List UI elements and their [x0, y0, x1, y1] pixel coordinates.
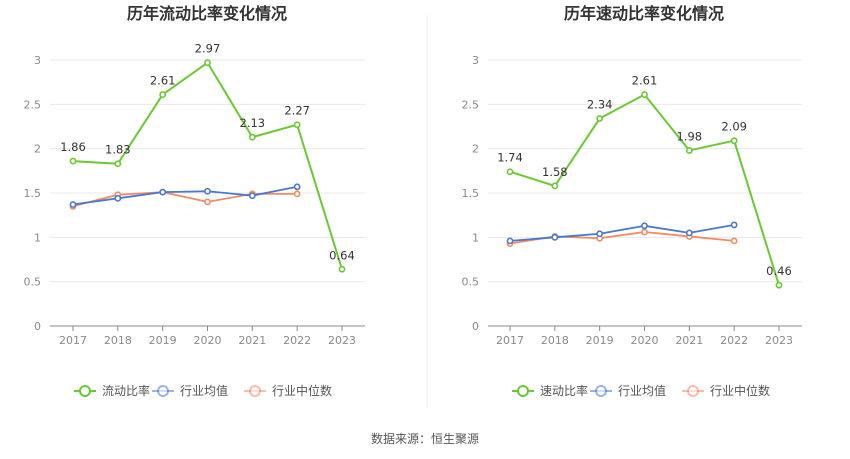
legend-label: 行业中位数 [272, 383, 332, 398]
data-point [159, 188, 167, 196]
y-tick-label: 3 [472, 54, 479, 67]
y-tick-label: 3 [34, 54, 41, 67]
x-tick-label: 2019 [149, 334, 177, 347]
y-tick-label: 2.5 [462, 98, 480, 111]
data-point [641, 222, 648, 230]
data-point [730, 221, 738, 229]
legend-label: 流动比率 [102, 383, 150, 398]
series-line-1 [509, 224, 735, 242]
data-point [730, 237, 738, 245]
legend-label: 行业均值 [618, 383, 666, 398]
legend-marker [595, 385, 607, 397]
data-point [69, 201, 77, 208]
data-label: 1.86 [60, 140, 86, 154]
data-label: 1.58 [542, 165, 568, 179]
data-label: 1.83 [105, 143, 131, 157]
data-point [338, 265, 346, 273]
y-tick-label: 1.5 [462, 187, 480, 200]
data-point [641, 91, 648, 98]
data-label: 2.97 [195, 42, 221, 56]
legend-marker [687, 385, 699, 397]
data-label: 0.64 [329, 248, 355, 262]
data-point [248, 133, 256, 141]
x-tick-label: 2019 [586, 334, 614, 347]
y-tick-label: 1.5 [24, 187, 42, 200]
data-point [775, 281, 783, 289]
legend-marker [249, 385, 261, 397]
data-label: 1.74 [497, 151, 523, 165]
data-label: 2.34 [587, 98, 613, 112]
y-tick-label: 2.5 [24, 98, 42, 111]
chart-title: 历年速动比率变化情况 [564, 4, 724, 23]
quick-ratio-chart: 历年速动比率变化情况 0 0.5 1 1.5 2 2.5 3 2017 2018 2019 2020 2… [462, 4, 802, 398]
legend-label: 速动比率 [540, 383, 588, 398]
y-tick-label: 0 [34, 320, 41, 333]
data-point [248, 192, 256, 200]
legend-label: 行业均值 [180, 383, 228, 398]
data-point [641, 228, 648, 236]
x-tick-label: 2021 [675, 334, 703, 347]
data-point [293, 183, 301, 191]
y-tick-label: 2 [472, 143, 479, 156]
data-label: 2.61 [632, 74, 658, 88]
x-tick-label: 2020 [193, 334, 221, 347]
x-tick-label: 2017 [59, 334, 87, 347]
x-tick-label: 2023 [328, 334, 356, 347]
data-point [551, 233, 559, 241]
x-tick-label: 2022 [720, 334, 748, 347]
data-label: 2.13 [240, 116, 266, 130]
data-point [204, 198, 211, 206]
data-label: 2.27 [284, 104, 310, 118]
x-tick-label: 2017 [496, 334, 524, 347]
data-label: 1.98 [677, 129, 703, 143]
legend-label: 行业中位数 [710, 383, 770, 398]
y-tick-label: 2 [34, 143, 41, 156]
data-point [114, 194, 122, 202]
data-point [551, 182, 559, 190]
data-point [596, 230, 604, 238]
data-point [204, 187, 211, 195]
y-tick-label: 0.5 [462, 276, 480, 289]
x-tick-label: 2018 [104, 334, 132, 347]
series-line-1 [72, 185, 298, 206]
x-tick-label: 2020 [630, 334, 658, 347]
legend-marker [517, 385, 529, 397]
y-tick-label: 0.5 [24, 276, 42, 289]
data-point [506, 168, 514, 176]
current-ratio-chart: 历年流动比率变化情况 0 0.5 1 1.5 2 2.5 3 2017 2018 2019 2020 2… [24, 4, 365, 398]
y-tick-label: 1 [34, 231, 41, 244]
y-tick-label: 1 [472, 231, 479, 244]
data-point [159, 91, 167, 98]
legend-marker [79, 385, 91, 397]
x-tick-label: 2023 [765, 334, 793, 347]
legend-marker [157, 385, 169, 397]
data-label: 0.46 [766, 264, 792, 278]
data-point [730, 137, 738, 145]
chart-title: 历年流动比率变化情况 [127, 4, 287, 23]
data-point [293, 121, 301, 129]
data-point [69, 157, 77, 165]
x-tick-label: 2018 [541, 334, 569, 347]
data-point [293, 190, 301, 198]
x-tick-label: 2021 [238, 334, 266, 347]
data-label: 2.61 [150, 74, 176, 88]
data-point [506, 237, 514, 245]
y-tick-label: 0 [472, 320, 479, 333]
data-point [685, 147, 693, 154]
data-label: 2.09 [721, 120, 747, 134]
series-line-0 [72, 61, 343, 270]
data-source: 数据来源：恒生聚源 [371, 431, 479, 446]
data-point [114, 160, 122, 168]
data-point [685, 229, 693, 237]
x-tick-label: 2022 [283, 334, 311, 347]
data-point [596, 115, 604, 122]
data-point [204, 59, 211, 67]
